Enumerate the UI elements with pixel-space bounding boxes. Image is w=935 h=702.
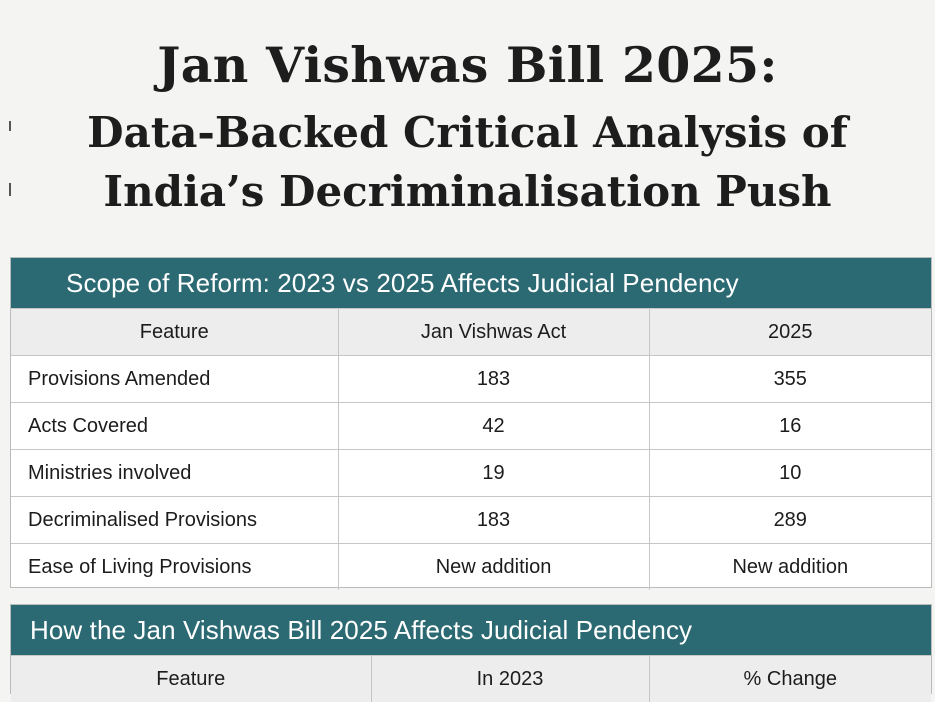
- scope-table-grid: Feature Jan Vishwas Act 2025 Provisions …: [11, 308, 931, 590]
- column-header-jan-vishwas-act: Jan Vishwas Act: [338, 309, 649, 356]
- judicial-pendency-table: How the Jan Vishwas Bill 2025 Affects Ju…: [10, 604, 932, 694]
- table-row: Ministries involved 19 10: [11, 450, 931, 497]
- page-subtitle-line-2: India’s Decriminalisation Push: [0, 167, 935, 216]
- row-2025-value-cell: 355: [649, 356, 931, 403]
- table-row: Ease of Living Provisions New addition N…: [11, 544, 931, 591]
- row-2023-value-cell: 183: [338, 497, 649, 544]
- table-header-row: Feature In 2023 % Change: [11, 656, 931, 702]
- column-header-in-2023: In 2023: [371, 656, 649, 702]
- page-title: Jan Vishwas Bill 2025:: [0, 36, 935, 94]
- column-header-percent-change: % Change: [649, 656, 931, 702]
- row-feature-cell: Ministries involved: [11, 450, 338, 497]
- row-2023-value-cell: New addition: [338, 544, 649, 591]
- row-2025-value-cell: New addition: [649, 544, 931, 591]
- row-feature-cell: Acts Covered: [11, 403, 338, 450]
- column-header-2025: 2025: [649, 309, 931, 356]
- row-2023-value-cell: 42: [338, 403, 649, 450]
- scope-table-heading: Scope of Reform: 2023 vs 2025 Affects Ju…: [11, 258, 931, 308]
- row-feature-cell: Provisions Amended: [11, 356, 338, 403]
- table-row: Provisions Amended 183 355: [11, 356, 931, 403]
- table-row: Acts Covered 42 16: [11, 403, 931, 450]
- row-2025-value-cell: 16: [649, 403, 931, 450]
- row-2023-value-cell: 183: [338, 356, 649, 403]
- table-header-row: Feature Jan Vishwas Act 2025: [11, 309, 931, 356]
- row-2025-value-cell: 289: [649, 497, 931, 544]
- pendency-table-heading: How the Jan Vishwas Bill 2025 Affects Ju…: [11, 605, 931, 655]
- column-header-feature: Feature: [11, 656, 371, 702]
- column-header-feature: Feature: [11, 309, 338, 356]
- row-feature-cell: Ease of Living Provisions: [11, 544, 338, 591]
- table-row: Decriminalised Provisions 183 289: [11, 497, 931, 544]
- row-2023-value-cell: 19: [338, 450, 649, 497]
- scope-of-reform-table: Scope of Reform: 2023 vs 2025 Affects Ju…: [10, 257, 932, 588]
- row-feature-cell: Decriminalised Provisions: [11, 497, 338, 544]
- pendency-table-grid: Feature In 2023 % Change: [11, 655, 931, 702]
- page-subtitle-line-1: Data-Backed Critical Analysis of: [0, 108, 935, 157]
- row-2025-value-cell: 10: [649, 450, 931, 497]
